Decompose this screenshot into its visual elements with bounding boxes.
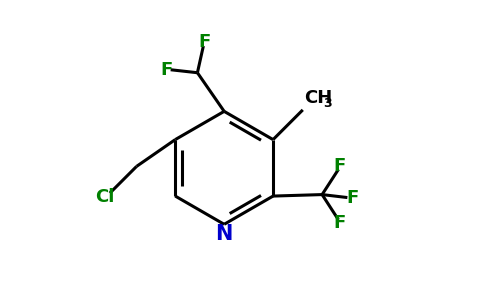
Text: Cl: Cl — [95, 188, 115, 206]
Text: F: F — [198, 32, 211, 50]
Text: CH: CH — [304, 89, 333, 107]
Text: F: F — [160, 61, 172, 79]
Text: 3: 3 — [323, 97, 332, 110]
Text: F: F — [346, 189, 358, 207]
Text: F: F — [334, 214, 346, 232]
Text: F: F — [334, 157, 346, 175]
Text: N: N — [215, 224, 233, 244]
